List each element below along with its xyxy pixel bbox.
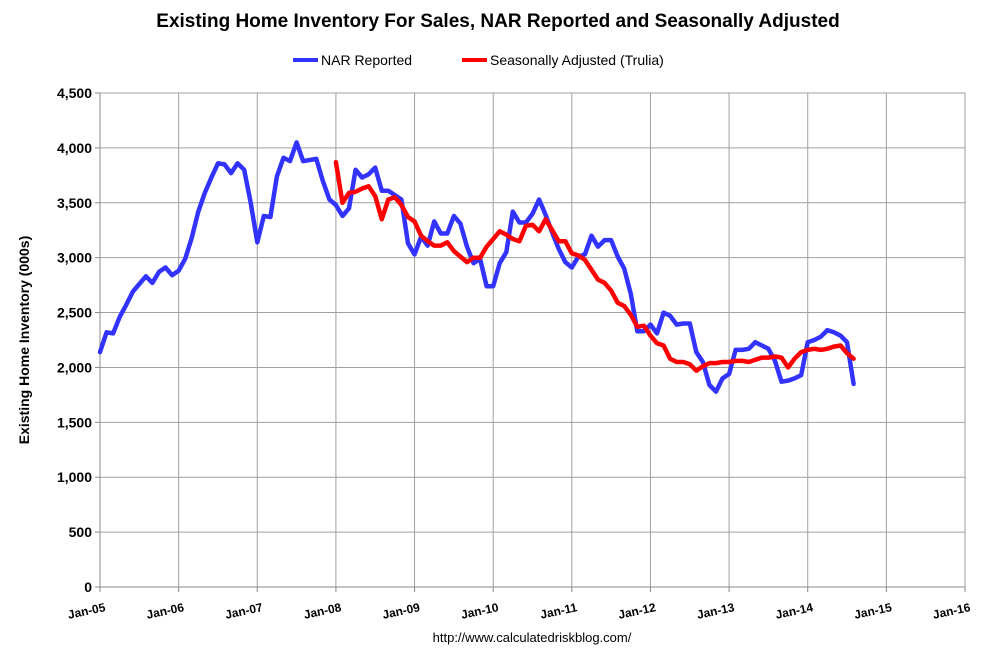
y-tick-label: 0 [84, 579, 92, 595]
x-tick-label: Jan-07 [224, 600, 264, 622]
x-tick-label: Jan-16 [932, 600, 972, 622]
y-tick-label: 500 [69, 524, 93, 540]
x-tick-label: Jan-08 [302, 600, 342, 622]
plot-border [99, 92, 966, 588]
y-tick-label: 4,500 [57, 85, 92, 101]
x-axis-ticks: Jan-05 Jan-06 Jan-07 Jan-08 Jan-09 Jan-10 Jan-… [67, 587, 972, 622]
y-tick-label: 3,000 [57, 250, 92, 266]
series-line-seasonally-adjusted [333, 159, 856, 373]
y-axis-ticks: 0 500 1,000 1,500 2,000 2,500 3,000 3,500 4,000 4… [57, 85, 100, 595]
x-tick-label: Jan-05 [67, 600, 107, 622]
x-tick-label: Jan-06 [145, 600, 185, 622]
legend: NAR Reported Seasonally Adjusted (Trulia… [293, 52, 664, 68]
y-tick-label: 3,500 [57, 195, 92, 211]
series-line-nar-reported [97, 140, 856, 394]
chart-title: Existing Home Inventory For Sales, NAR R… [156, 11, 839, 32]
x-tick-label: Jan-11 [539, 600, 579, 622]
gridlines [100, 92, 966, 587]
legend-label-nar-reported: NAR Reported [321, 52, 412, 68]
x-tick-label: Jan-15 [853, 600, 893, 622]
x-tick-label: Jan-14 [774, 600, 814, 622]
plot-area [99, 92, 966, 588]
x-tick-label: Jan-13 [696, 600, 736, 622]
y-axis-label: Existing Home Inventory (000s) [16, 236, 32, 445]
x-tick-label: Jan-12 [617, 600, 657, 622]
series-group [97, 140, 856, 394]
x-tick-label: Jan-10 [460, 600, 500, 622]
y-tick-label: 2,500 [57, 305, 92, 321]
y-tick-label: 2,000 [57, 359, 92, 375]
x-tick-label: Jan-09 [381, 600, 421, 622]
y-tick-label: 1,000 [57, 469, 92, 485]
source-url: http://www.calculatedriskblog.com/ [433, 630, 632, 645]
y-tick-label: 4,000 [57, 140, 92, 156]
legend-label-seasonally-adjusted: Seasonally Adjusted (Trulia) [490, 52, 664, 68]
y-tick-label: 1,500 [57, 414, 92, 430]
